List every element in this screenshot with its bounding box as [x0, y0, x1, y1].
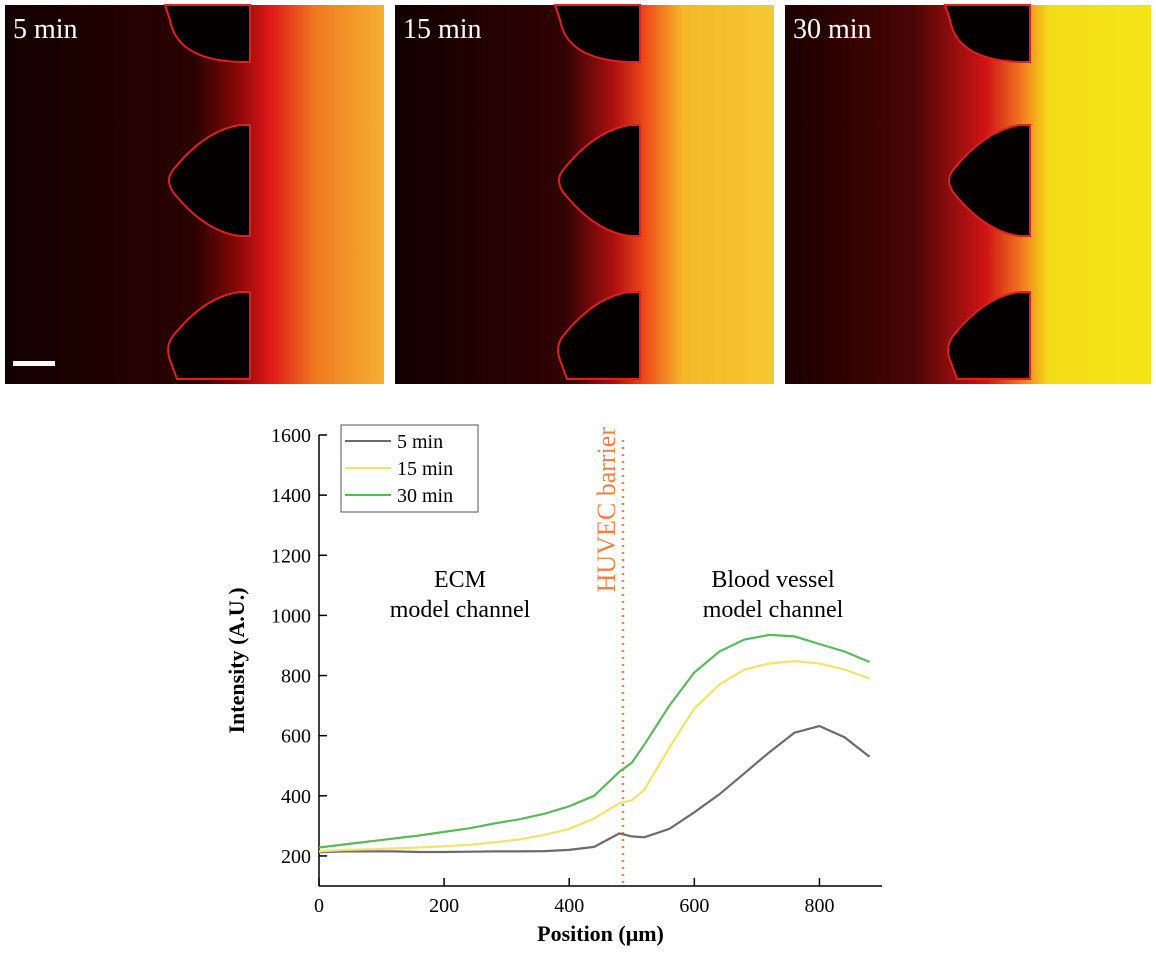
y-tick-label: 1400 [271, 485, 311, 507]
image-panel: 5 min [5, 4, 384, 384]
y-axis-label: Intensity (A.U.) [224, 587, 249, 733]
y-tick-label: 1200 [271, 545, 311, 567]
region-label: ECM [434, 567, 486, 593]
region-label: Blood vessel [711, 567, 835, 593]
image-panel: 15 min [395, 4, 774, 384]
x-tick-label: 0 [314, 895, 324, 917]
y-tick-label: 200 [281, 846, 311, 868]
y-tick-label: 600 [281, 726, 311, 748]
panel-label: 30 min [793, 14, 872, 45]
series-line [318, 659, 870, 853]
panel-label: 5 min [13, 14, 78, 45]
y-tick-label: 1600 [271, 425, 311, 447]
series-line [318, 633, 870, 849]
y-tick-label: 1000 [271, 605, 311, 627]
x-tick-label: 200 [429, 895, 459, 917]
panel-label: 15 min [403, 14, 482, 45]
chart: 200 400 600 800 1000 1200 1400 1600 0 200 400 600 80… [224, 424, 882, 946]
x-tick-label: 800 [804, 895, 834, 917]
scale-bar [13, 361, 55, 366]
series-line [318, 724, 871, 854]
x-tick-label: 600 [679, 895, 709, 917]
legend-label: 5 min [397, 431, 443, 453]
x-axis-label: Position (μm) [537, 921, 664, 946]
legend-label: 15 min [397, 458, 453, 480]
legend-label: 30 min [397, 485, 453, 507]
y-tick-label: 800 [281, 666, 311, 688]
region-label: model channel [703, 597, 844, 623]
y-tick-label: 400 [281, 786, 311, 808]
region-label: model channel [390, 597, 531, 623]
image-panel: 30 min [785, 4, 1151, 384]
x-tick-label: 400 [554, 895, 584, 917]
image-panels: 5 min 15 min 30 min [5, 4, 1151, 384]
barrier-label: HUVEC barrier [592, 427, 621, 593]
